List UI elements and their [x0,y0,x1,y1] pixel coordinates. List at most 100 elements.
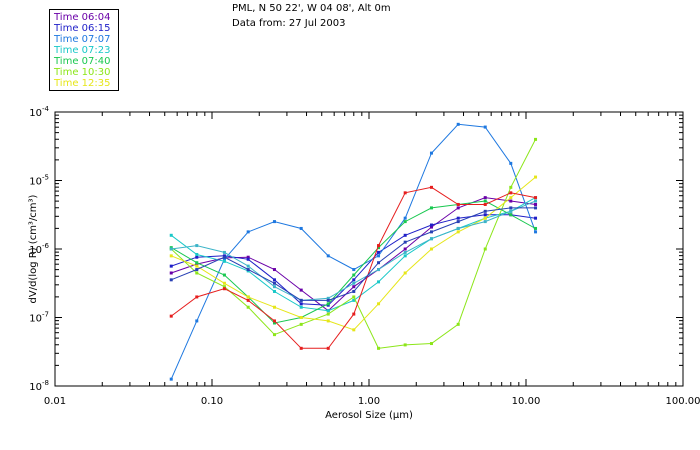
series-point [352,278,356,282]
series-point [352,328,356,332]
series-point [403,254,407,258]
series-point [246,268,250,272]
series-point [195,252,199,256]
x-tick-label: 10.00 [512,396,541,407]
series-point [377,280,381,284]
series-point [326,298,330,302]
series-point [222,259,226,263]
series-point [403,220,407,224]
series-point [195,268,199,272]
series-6 [169,137,538,350]
y-tick-label: 10-8 [29,379,49,393]
series-point [169,314,173,318]
series-9 [169,199,538,302]
series-point [509,199,513,203]
series-point [403,191,407,195]
series-point [377,246,381,250]
legend-entry: Time 07:23 [54,45,111,56]
series-point [377,268,381,272]
series-10 [169,206,538,302]
series-point [272,333,276,337]
series-point [403,247,407,251]
series-point [403,271,407,275]
series-point [272,285,276,289]
series-point [195,264,199,268]
series-line [170,197,536,312]
series-7 [169,175,538,332]
x-tick-label: 1.00 [358,396,380,407]
series-point [534,230,538,234]
series-point [246,230,250,234]
series-point [195,319,199,323]
series-4 [169,196,538,313]
series-point [483,196,487,200]
series-point [299,288,303,292]
series-point [352,273,356,277]
series-point [429,247,433,251]
series-line [170,139,536,349]
series-point [222,250,226,254]
series-3 [169,122,538,381]
series-point [169,247,173,251]
series-point [352,289,356,293]
series-point [429,225,433,229]
series-point [272,278,276,282]
series-point [403,233,407,237]
series-point [483,247,487,251]
series-point [169,377,173,381]
series-point [299,226,303,230]
series-point [326,319,330,323]
series-point [169,233,173,237]
series-point [222,287,226,291]
series-point [509,191,513,195]
series-point [429,206,433,210]
legend-entry: Time 12:35 [54,78,111,89]
series-point [483,209,487,213]
series-point [246,298,250,302]
series-point [377,250,381,254]
series-point [352,285,356,289]
series-point [509,161,513,165]
series-8 [169,185,538,350]
x-axis-label: Aerosol Size (μm) [325,410,413,421]
series-point [169,254,173,258]
series-point [195,244,199,248]
series-point [352,312,356,316]
series-point [509,185,513,189]
series-point [272,220,276,224]
series-point [326,346,330,350]
x-tick-label: 100.00 [666,396,700,407]
series-point [222,257,226,261]
series-point [352,298,356,302]
series-point [509,213,513,217]
series-point [326,309,330,313]
series-point [534,226,538,230]
series-point [456,230,460,234]
series-point [326,296,330,300]
series-point [222,255,226,259]
series-point [403,216,407,220]
x-tick-label: 0.10 [201,396,223,407]
series-point [377,346,381,350]
series-point [483,125,487,129]
series-point [352,281,356,285]
legend: Time 06:04 Time 06:15 Time 07:07 Time 07:23… [49,9,119,91]
series-point [534,137,538,141]
series-point [272,281,276,285]
series-point [299,302,303,306]
series-point [272,319,276,323]
series-point [299,322,303,326]
series-point [222,285,226,289]
series-point [429,230,433,234]
series-point [456,322,460,326]
series-point [299,316,303,319]
series-point [299,305,303,309]
series-point [429,151,433,155]
series-point [169,271,173,275]
series-point [534,202,538,206]
series-point [534,196,538,200]
y-tick-label: 10-4 [29,105,49,119]
chart-location-title: PML, N 50 22', W 04 08', Alt 0m [232,3,391,14]
series-point [195,255,199,259]
